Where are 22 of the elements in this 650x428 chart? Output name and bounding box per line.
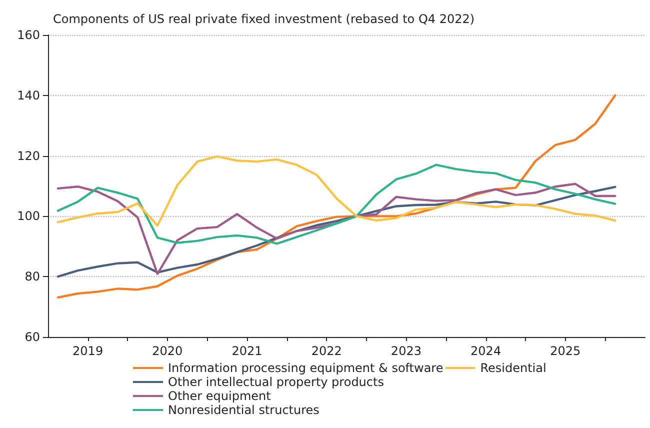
y-tick-label: 140	[17, 88, 40, 102]
y-tick-label: 120	[17, 148, 40, 163]
y-tick-label: 60	[24, 330, 40, 344]
y-tick-label: 80	[24, 270, 40, 284]
x-tick-label: 2020	[152, 344, 183, 358]
x-tick-label: 2024	[470, 344, 502, 358]
legend-label: Other intellectual property products	[168, 375, 384, 389]
x-tick-label: 2021	[232, 344, 262, 358]
legend-label: Information processing equipment & software	[168, 361, 444, 375]
x-tick-label: 2019	[72, 344, 104, 358]
line-series	[56, 155, 616, 227]
legend-label: Nonresidential structures	[168, 403, 320, 417]
x-tick-label: 2025	[550, 344, 581, 358]
line-series	[56, 94, 616, 299]
chart-title: Components of US real private fixed investment (rebased to Q4 2022)	[53, 12, 475, 26]
y-tick-label: 160	[17, 28, 40, 42]
x-tick-label: 2022	[311, 344, 342, 358]
legend-label: Residential	[480, 361, 546, 375]
line-series	[56, 164, 616, 245]
legend-label: Other equipment	[168, 389, 272, 403]
x-tick-label: 2023	[390, 344, 422, 358]
y-tick-label: 100	[17, 209, 40, 224]
